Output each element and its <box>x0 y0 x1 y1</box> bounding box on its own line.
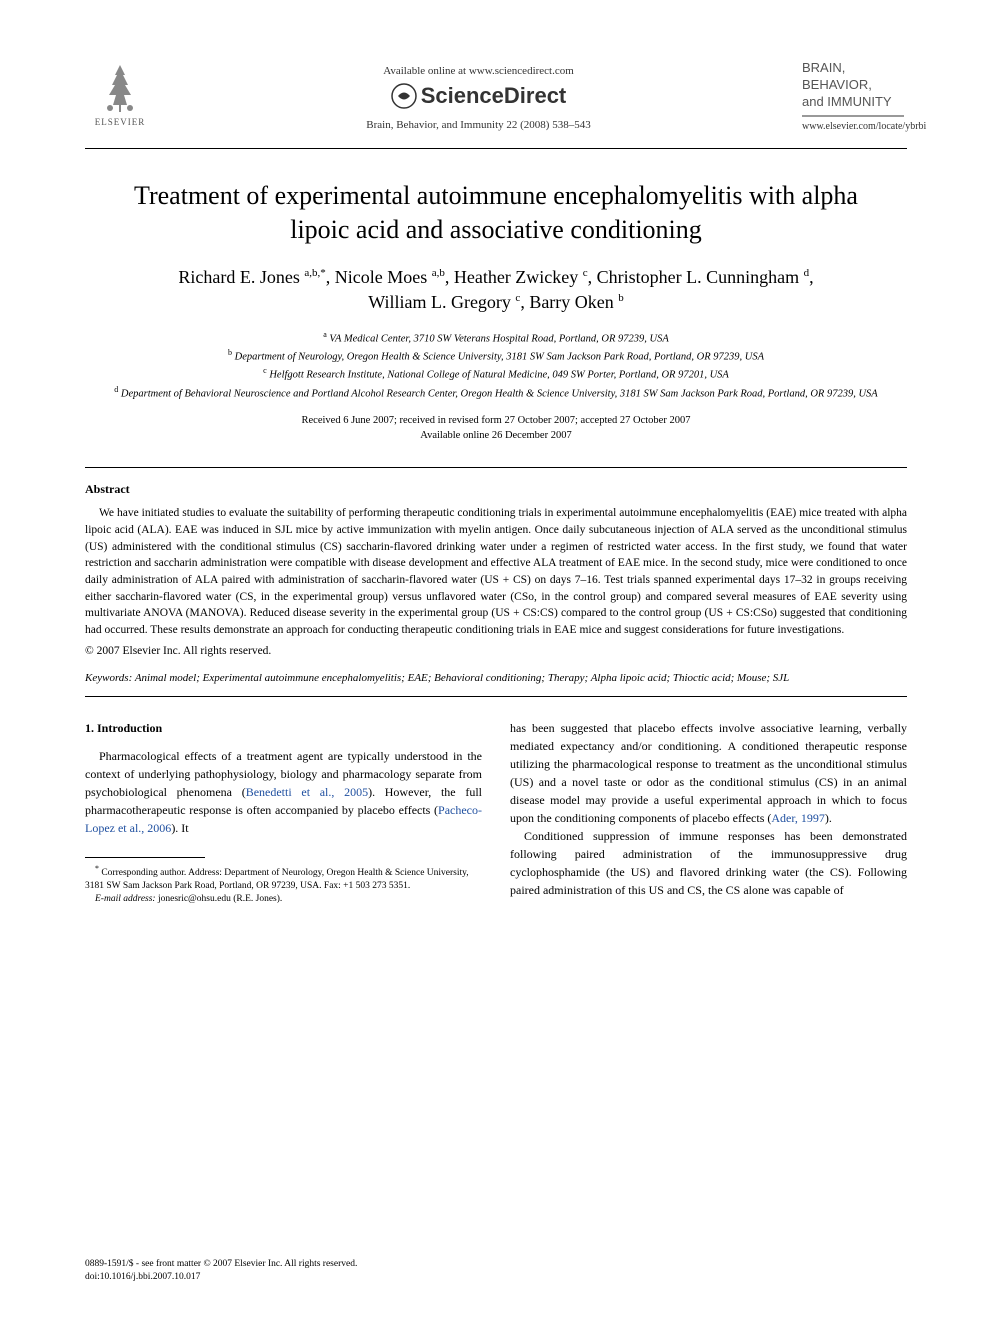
affil-a: VA Medical Center, 3710 SW Veterans Hosp… <box>329 333 668 344</box>
affil-b: Department of Neurology, Oregon Health &… <box>235 352 764 363</box>
cover-line2: BEHAVIOR, <box>802 77 872 92</box>
cover-line1: BRAIN, <box>802 60 845 75</box>
keywords: Keywords: Animal model; Experimental aut… <box>85 671 907 686</box>
abstract-heading: Abstract <box>85 482 907 497</box>
sciencedirect-text: ScienceDirect <box>421 83 567 109</box>
footer-line1: 0889-1591/$ - see front matter © 2007 El… <box>85 1259 357 1269</box>
sciencedirect-icon <box>391 83 417 109</box>
journal-cover-title: BRAIN, BEHAVIOR, and IMMUNITY <box>802 60 907 111</box>
header-row: ELSEVIER Available online at www.science… <box>85 60 907 140</box>
abstract-body: We have initiated studies to evaluate th… <box>85 505 907 638</box>
elsevier-logo: ELSEVIER <box>85 60 155 140</box>
affil-d: Department of Behavioral Neuroscience an… <box>121 388 878 399</box>
author6-affil: b <box>618 292 624 304</box>
author-comma: , <box>809 267 814 287</box>
elsevier-label: ELSEVIER <box>95 117 146 127</box>
affil-c: Helfgott Research Institute, National Co… <box>269 370 729 381</box>
author4: , Christopher L. Cunningham <box>588 267 804 287</box>
intro-heading: 1. Introduction <box>85 719 482 737</box>
footnote-corr: Corresponding author. Address: Departmen… <box>85 868 469 891</box>
intro-para1: Pharmacological effects of a treatment a… <box>85 747 482 837</box>
email-footnote: E-mail address: jonesric@ohsu.edu (R.E. … <box>85 893 482 906</box>
author3: , Heather Zwickey <box>445 267 583 287</box>
keywords-label: Keywords: <box>85 672 132 684</box>
intro-text-2b: ). <box>825 811 832 825</box>
available-online-text: Available online at www.sciencedirect.co… <box>155 65 802 77</box>
author1: Richard E. Jones <box>178 267 304 287</box>
email-value: jonesric@ohsu.edu (R.E. Jones). <box>156 894 283 904</box>
left-column: 1. Introduction Pharmacological effects … <box>85 719 482 906</box>
ref-ader[interactable]: Ader, 1997 <box>771 811 825 825</box>
keywords-text: Animal model; Experimental autoimmune en… <box>132 672 789 684</box>
email-label: E-mail address: <box>95 894 156 904</box>
corresponding-footnote: * Corresponding author. Address: Departm… <box>85 864 482 893</box>
footnote-rule <box>85 857 205 858</box>
two-column-body: 1. Introduction Pharmacological effects … <box>85 719 907 906</box>
journal-cover: BRAIN, BEHAVIOR, and IMMUNITY www.elsevi… <box>802 60 907 132</box>
sciencedirect-brand: ScienceDirect <box>391 83 567 109</box>
available-date: Available online 26 December 2007 <box>420 430 571 441</box>
author2: , Nicole Moes <box>326 267 432 287</box>
page-footer: 0889-1591/$ - see front matter © 2007 El… <box>85 1258 357 1283</box>
center-header: Available online at www.sciencedirect.co… <box>155 60 802 131</box>
journal-url: www.elsevier.com/locate/ybrbi <box>802 121 907 132</box>
affiliations: a VA Medical Center, 3710 SW Veterans Ho… <box>85 329 907 402</box>
authors: Richard E. Jones a,b,*, Nicole Moes a,b,… <box>85 265 907 315</box>
right-column: has been suggested that placebo effects … <box>510 719 907 906</box>
author1-affil: a,b,* <box>304 267 325 279</box>
copyright: © 2007 Elsevier Inc. All rights reserved… <box>85 645 907 657</box>
intro-text-2a: has been suggested that placebo effects … <box>510 721 907 825</box>
intro-para2: Conditioned suppression of immune respon… <box>510 827 907 899</box>
ref-benedetti[interactable]: Benedetti et al., 2005 <box>246 785 368 799</box>
header-divider <box>85 148 907 149</box>
intro-para1-cont: has been suggested that placebo effects … <box>510 719 907 827</box>
article-dates: Received 6 June 2007; received in revise… <box>85 414 907 443</box>
author2-affil: a,b <box>432 267 445 279</box>
cover-line3: and IMMUNITY <box>802 94 892 109</box>
footer-doi: doi:10.1016/j.bbi.2007.10.017 <box>85 1272 200 1282</box>
elsevier-tree-icon <box>95 60 145 115</box>
journal-reference: Brain, Behavior, and Immunity 22 (2008) … <box>155 119 802 131</box>
received-date: Received 6 June 2007; received in revise… <box>302 415 691 426</box>
author6: , Barry Oken <box>520 292 618 312</box>
abstract-top-rule <box>85 467 907 468</box>
intro-text-1c: ). It <box>171 821 188 835</box>
abstract-bottom-rule <box>85 696 907 697</box>
article-title: Treatment of experimental autoimmune enc… <box>85 179 907 247</box>
cover-divider <box>802 115 904 117</box>
author5: William L. Gregory <box>368 292 515 312</box>
